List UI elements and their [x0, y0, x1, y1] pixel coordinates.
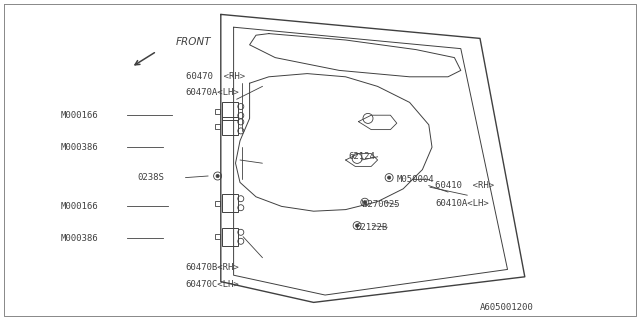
Bar [223, 194, 238, 212]
Text: 60470  <RH>: 60470 <RH> [186, 72, 244, 81]
Text: 62122B: 62122B [355, 223, 387, 232]
Bar [216, 234, 220, 239]
Text: FRONT: FRONT [176, 36, 211, 47]
Text: M000386: M000386 [61, 234, 99, 243]
Bar [216, 124, 220, 129]
Text: 60470C<LH>: 60470C<LH> [186, 280, 239, 289]
Text: M000166: M000166 [61, 111, 99, 120]
Text: M000386: M000386 [61, 143, 99, 152]
Text: 0238S: 0238S [138, 173, 164, 182]
Bar [216, 108, 220, 114]
Text: W270025: W270025 [362, 200, 399, 209]
Text: A605001200: A605001200 [480, 303, 534, 312]
Bar [223, 102, 238, 120]
Circle shape [356, 224, 359, 227]
Bar [223, 228, 238, 246]
Text: 60470A<LH>: 60470A<LH> [186, 88, 239, 97]
Text: 60410A<LH>: 60410A<LH> [435, 199, 489, 208]
Circle shape [216, 174, 219, 178]
Text: M000166: M000166 [61, 202, 99, 211]
Bar [216, 201, 220, 206]
Text: M050004: M050004 [397, 175, 435, 184]
Bar [223, 117, 238, 135]
Circle shape [363, 201, 366, 204]
Text: 62124: 62124 [349, 152, 376, 161]
Text: 60470B<RH>: 60470B<RH> [186, 263, 239, 272]
Text: 60410  <RH>: 60410 <RH> [435, 181, 494, 190]
Circle shape [388, 176, 390, 179]
